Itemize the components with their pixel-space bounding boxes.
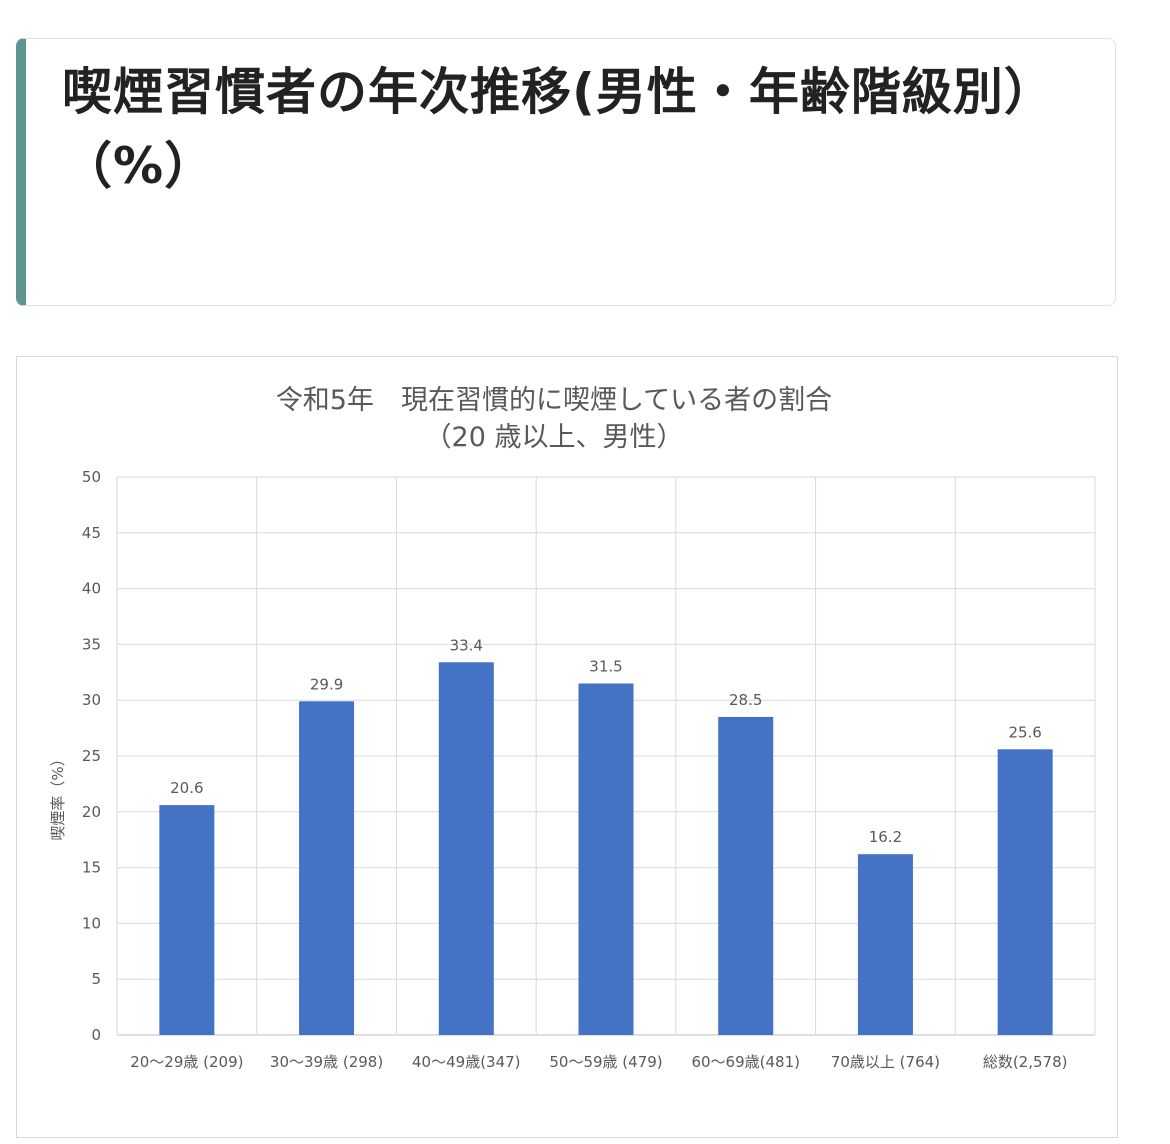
page-title: 喫煙習慣者の年次推移(男性・年齢階級別）（%） bbox=[62, 63, 1055, 195]
bar bbox=[857, 854, 913, 1035]
data-label: 29.9 bbox=[310, 675, 343, 693]
x-tick-label: 50～59歳 (479) bbox=[549, 1053, 662, 1071]
x-tick-label: 40～49歳(347) bbox=[412, 1053, 521, 1071]
data-label: 31.5 bbox=[589, 657, 622, 675]
y-tick-label: 5 bbox=[91, 970, 101, 988]
y-tick-label: 20 bbox=[82, 803, 101, 821]
heading-card bbox=[16, 38, 1116, 306]
x-tick-label: 30～39歳 (298) bbox=[270, 1053, 383, 1071]
data-label: 16.2 bbox=[869, 828, 902, 846]
y-tick-label: 15 bbox=[82, 859, 101, 877]
bar bbox=[997, 749, 1053, 1035]
y-tick-label: 30 bbox=[82, 691, 101, 709]
y-tick-label: 50 bbox=[82, 468, 101, 486]
chart-card: 令和5年 現在習慣的に喫煙している者の割合 （20 歳以上、男性） 0 5 10 15… bbox=[16, 356, 1118, 1138]
data-label: 25.6 bbox=[1008, 723, 1041, 741]
data-label: 33.4 bbox=[450, 636, 483, 654]
y-tick-label: 25 bbox=[82, 747, 101, 765]
x-tick-label: 総数(2,578) bbox=[983, 1053, 1068, 1071]
y-tick-label: 45 bbox=[82, 524, 101, 542]
x-tick-label: 70歳以上 (764) bbox=[831, 1053, 940, 1071]
gridlines bbox=[116, 476, 1096, 1036]
data-label: 28.5 bbox=[729, 691, 762, 709]
labels: 0 5 10 15 20 25 30 35 40 45 50 20.6 20～29歳 (209) 29.9… bbox=[82, 468, 1068, 1071]
bar bbox=[438, 662, 494, 1035]
bar bbox=[718, 716, 774, 1035]
bar-chart: 令和5年 現在習慣的に喫煙している者の割合 （20 歳以上、男性） 0 5 10 15… bbox=[49, 385, 1096, 1071]
x-tick-label: 20～29歳 (209) bbox=[130, 1053, 243, 1071]
bar bbox=[299, 701, 355, 1035]
y-tick-label: 35 bbox=[82, 635, 101, 653]
bar bbox=[159, 805, 215, 1035]
x-tick-label: 60～69歳(481) bbox=[691, 1053, 800, 1071]
y-tick-label: 40 bbox=[82, 580, 101, 598]
chart-title: 令和5年 現在習慣的に喫煙している者の割合 bbox=[276, 385, 832, 416]
bars bbox=[159, 662, 1053, 1035]
y-tick-label: 0 bbox=[91, 1026, 101, 1044]
data-label: 20.6 bbox=[170, 779, 203, 797]
bar bbox=[578, 683, 634, 1035]
chart-subtitle: （20 歳以上、男性） bbox=[425, 422, 684, 453]
y-axis-label: 喫煙率（%） bbox=[49, 751, 67, 840]
y-tick-label: 10 bbox=[82, 914, 101, 932]
